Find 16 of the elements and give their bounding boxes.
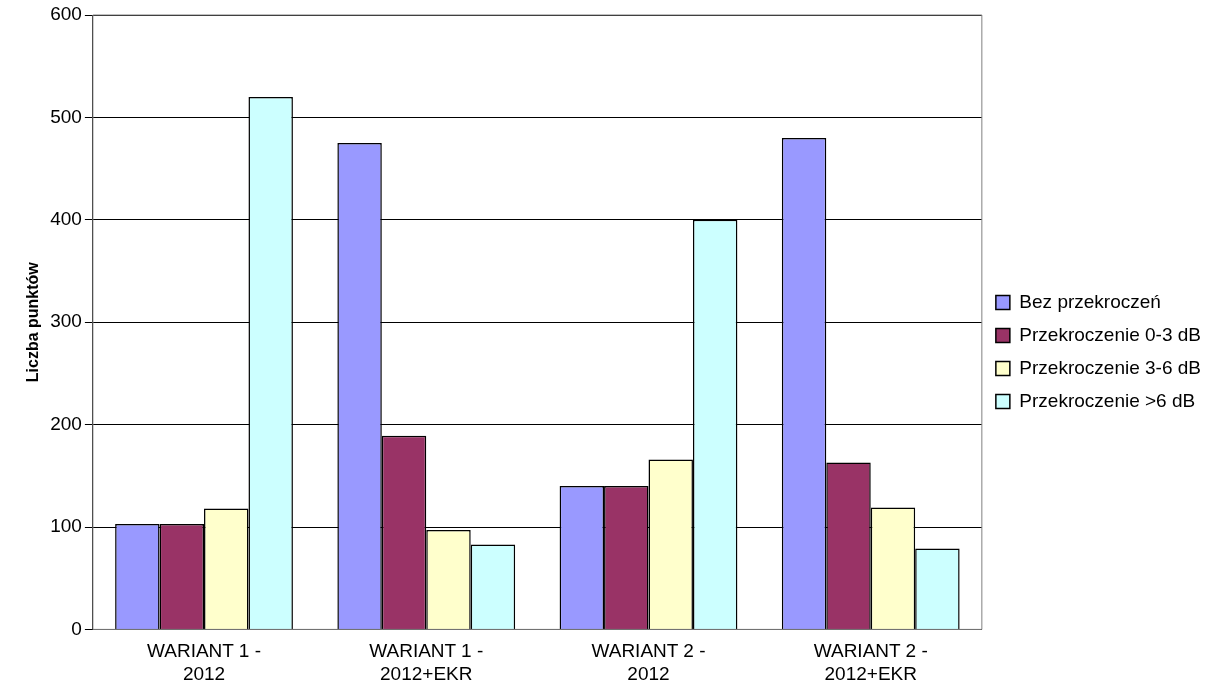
x-tick-label: WARIANT 1 - 2012 <box>147 640 262 684</box>
x-tick-label: WARIANT 2 - 2012 <box>591 640 706 684</box>
legend-label: Przekroczenie >6 dB <box>1019 389 1196 411</box>
y-tick-label: 400 <box>50 208 82 230</box>
y-tick-label: 300 <box>50 310 82 332</box>
x-tick-label: WARIANT 2 - 2012+EKR <box>813 640 928 684</box>
y-tick-label: 0 <box>71 617 82 639</box>
y-tick-label: 500 <box>50 105 82 127</box>
legend-label: Bez przekroczeń <box>1019 290 1161 312</box>
x-tick-label: WARIANT 1 - 2012+EKR <box>369 640 484 684</box>
y-tick-label: 200 <box>50 412 82 434</box>
legend-label: Przekroczenie 0-3 dB <box>1019 323 1202 345</box>
y-tick-label: 600 <box>50 3 82 25</box>
legend-label: Przekroczenie 3-6 dB <box>1019 356 1202 378</box>
y-axis-title: Liczba punktów <box>24 261 42 383</box>
y-tick-label: 100 <box>50 515 82 537</box>
